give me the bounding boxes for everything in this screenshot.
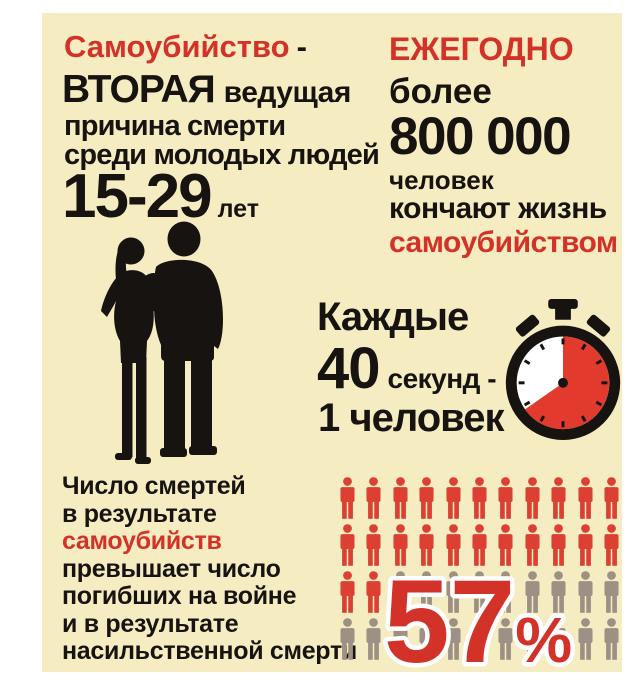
person-icon: [391, 476, 410, 520]
more-than-line: более: [389, 72, 492, 111]
couple-silhouette-icon: [87, 220, 235, 466]
person-icon: [549, 476, 568, 520]
among-young-people-line: среди молодых людей: [64, 139, 380, 171]
age-unit: лет: [217, 195, 259, 223]
word-second: ВТОРАЯ: [62, 68, 216, 111]
deaths-line-1: Число смертей: [62, 472, 246, 500]
deaths-line-5: погибших на войне: [62, 582, 297, 610]
headline-second-cause: ВТОРАЯ ведущая: [62, 70, 351, 109]
person-icon: [470, 476, 489, 520]
number-40: 40: [317, 336, 381, 401]
age-range-line: 15-29 лет: [62, 166, 259, 228]
deaths-line-4: превышает число: [62, 554, 281, 583]
word-leading: ведущая: [223, 76, 352, 109]
one-person-line: 1 человек: [318, 396, 504, 440]
person-icon: [338, 570, 357, 614]
percent-value: 57%: [384, 558, 572, 688]
deaths-line-7: насильственной смерти: [62, 637, 357, 665]
headline-suicide-word: Самоубийство: [64, 29, 290, 64]
person-icon: [576, 476, 595, 520]
forty-seconds-line: 40 секунд -: [317, 340, 497, 398]
deaths-line-6: и в результате: [62, 609, 239, 638]
age-range: 15-29: [62, 162, 213, 231]
headline-dash: -: [296, 29, 307, 64]
annually-heading: ЕЖЕГОДНО: [389, 31, 574, 67]
person-icon: [602, 476, 621, 520]
person-icon: [338, 617, 357, 661]
percent-label: 57%: [374, 558, 614, 688]
stopwatch-icon: [494, 299, 632, 442]
person-icon: [338, 476, 357, 520]
count-800000: 800 000: [389, 107, 572, 166]
by-suicide-line: самоубийством: [389, 226, 618, 259]
headline-suicide: Самоубийство -: [64, 31, 307, 62]
person-icon: [338, 523, 357, 567]
person-icon: [364, 476, 383, 520]
deaths-line-2: в результате: [62, 499, 217, 528]
person-icon: [444, 476, 463, 520]
deaths-comparison-block: Число смертей в результате самоубийств п…: [62, 472, 357, 666]
person-icon: [417, 476, 436, 520]
end-their-lives-line: кончают жизнь: [389, 192, 607, 225]
people-line: человек: [389, 165, 494, 195]
every-line: Каждые: [317, 295, 469, 339]
seconds-unit: секунд -: [387, 363, 497, 394]
person-icon: [496, 476, 515, 520]
cause-of-death-line: причина смерти: [64, 110, 286, 142]
deaths-line-3-suicides: самоубийств: [62, 527, 222, 555]
person-icon: [523, 476, 542, 520]
